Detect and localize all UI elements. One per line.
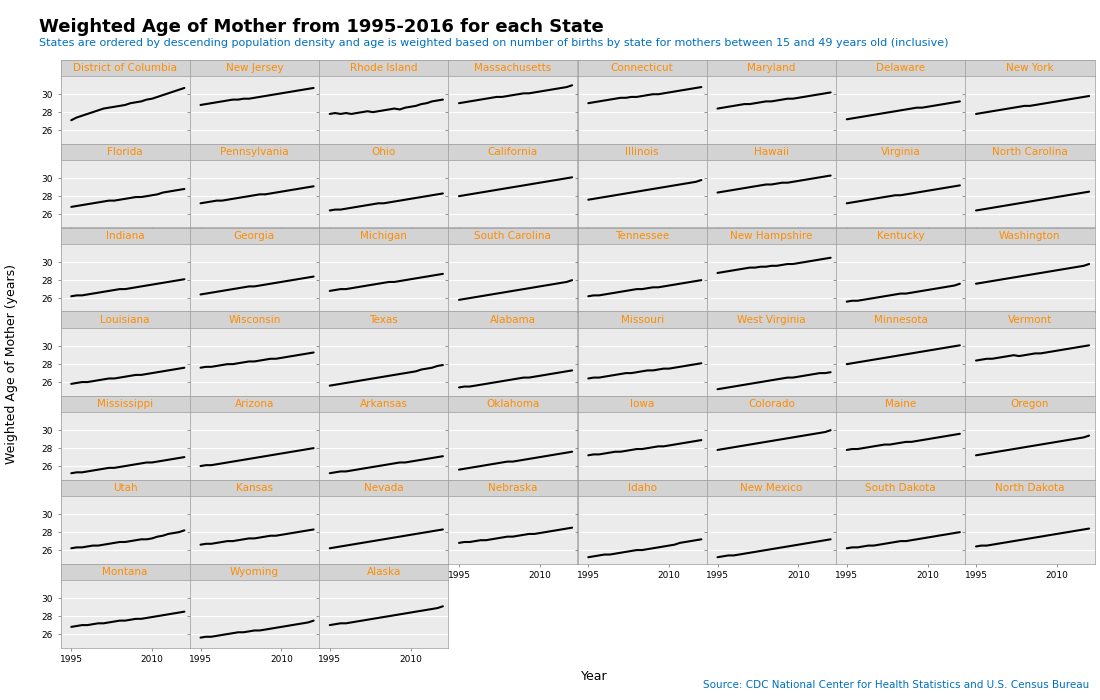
- Text: Delaware: Delaware: [876, 63, 925, 73]
- Text: Arkansas: Arkansas: [360, 399, 408, 409]
- Text: District of Columbia: District of Columbia: [73, 63, 177, 73]
- Text: Kansas: Kansas: [235, 483, 273, 493]
- Text: New Hampshire: New Hampshire: [730, 231, 813, 241]
- Text: New York: New York: [1006, 63, 1054, 73]
- Text: Michigan: Michigan: [360, 231, 407, 241]
- Text: Connecticut: Connecticut: [610, 63, 673, 73]
- Text: Indiana: Indiana: [106, 231, 144, 241]
- Text: Alabama: Alabama: [490, 315, 536, 325]
- Text: Weighted Age of Mother (years): Weighted Age of Mother (years): [6, 264, 19, 464]
- Text: Georgia: Georgia: [234, 231, 275, 241]
- Text: New Mexico: New Mexico: [740, 483, 803, 493]
- Text: New Jersey: New Jersey: [226, 63, 283, 73]
- Text: Idaho: Idaho: [628, 483, 657, 493]
- Text: Tennessee: Tennessee: [615, 231, 669, 241]
- Text: West Virginia: West Virginia: [737, 315, 805, 325]
- Text: Minnesota: Minnesota: [873, 315, 927, 325]
- Text: Weighted Age of Mother from 1995-2016 for each State: Weighted Age of Mother from 1995-2016 fo…: [39, 18, 603, 36]
- Text: Oregon: Oregon: [1011, 399, 1049, 409]
- Text: Texas: Texas: [370, 315, 398, 325]
- Text: Rhode Island: Rhode Island: [350, 63, 417, 73]
- Text: Source: CDC National Center for Health Statistics and U.S. Census Bureau: Source: CDC National Center for Health S…: [703, 680, 1089, 689]
- Text: Alaska: Alaska: [366, 567, 400, 577]
- Text: States are ordered by descending population density and age is weighted based on: States are ordered by descending populat…: [39, 38, 948, 48]
- Text: Florida: Florida: [108, 147, 143, 157]
- Text: Missouri: Missouri: [620, 315, 663, 325]
- Text: Colorado: Colorado: [748, 399, 795, 409]
- Text: Iowa: Iowa: [630, 399, 654, 409]
- Text: Nebraska: Nebraska: [488, 483, 538, 493]
- Text: Massachusetts: Massachusetts: [474, 63, 551, 73]
- Text: South Dakota: South Dakota: [866, 483, 936, 493]
- Text: California: California: [487, 147, 538, 157]
- Text: Hawaii: Hawaii: [754, 147, 789, 157]
- Text: Nevada: Nevada: [364, 483, 404, 493]
- Text: Wyoming: Wyoming: [230, 567, 279, 577]
- Text: Louisiana: Louisiana: [100, 315, 150, 325]
- Text: Ohio: Ohio: [372, 147, 396, 157]
- Text: Oklahoma: Oklahoma: [486, 399, 539, 409]
- Text: Washington: Washington: [999, 231, 1060, 241]
- Text: Mississippi: Mississippi: [97, 399, 153, 409]
- Text: North Carolina: North Carolina: [992, 147, 1068, 157]
- Text: Vermont: Vermont: [1008, 315, 1052, 325]
- Text: Wisconsin: Wisconsin: [228, 315, 280, 325]
- Text: Arizona: Arizona: [234, 399, 274, 409]
- Text: Virginia: Virginia: [881, 147, 921, 157]
- Text: Montana: Montana: [102, 567, 147, 577]
- Text: Year: Year: [581, 669, 607, 682]
- Text: North Dakota: North Dakota: [996, 483, 1065, 493]
- Text: Pennsylvania: Pennsylvania: [220, 147, 288, 157]
- Text: Illinois: Illinois: [626, 147, 659, 157]
- Text: Utah: Utah: [113, 483, 138, 493]
- Text: South Carolina: South Carolina: [474, 231, 551, 241]
- Text: Maine: Maine: [886, 399, 916, 409]
- Text: Maryland: Maryland: [747, 63, 795, 73]
- Text: Kentucky: Kentucky: [877, 231, 924, 241]
